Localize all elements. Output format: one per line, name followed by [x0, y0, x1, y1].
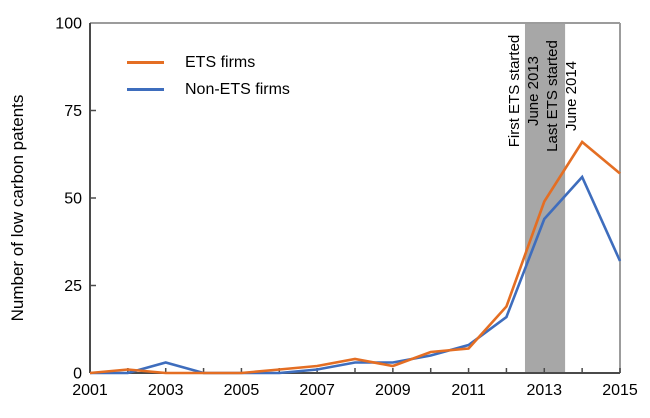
legend: ETS firms Non-ETS firms: [127, 49, 290, 103]
legend-item-ets-firms: ETS firms: [127, 49, 290, 76]
legend-label-ets-firms: ETS firms: [185, 53, 256, 71]
x-tick-label: 2011: [451, 382, 486, 399]
y-tick-label: 0: [73, 366, 82, 383]
x-tick-label: 2007: [299, 382, 335, 399]
band-annotation-last-ets: Last ETS started June 2014: [543, 40, 581, 152]
y-tick-label: 50: [64, 191, 82, 208]
band-annotation-line: First ETS started: [506, 34, 523, 148]
band-annotation-line: Last ETS started: [544, 40, 561, 152]
band-annotation-line: June 2013: [525, 55, 542, 127]
series-line-ets-firms: [89, 140, 621, 375]
x-tick-label: 2015: [602, 382, 638, 399]
x-tick-label: 2005: [224, 382, 260, 399]
non-ets-firms-line-swatch: [127, 87, 164, 92]
y-tick-label: 100: [55, 16, 82, 33]
y-tick-label: 75: [64, 103, 82, 120]
ets-firms-line-swatch: [127, 60, 164, 65]
y-tick-label: 25: [64, 278, 82, 295]
legend-label-non-ets-firms: Non-ETS firms: [185, 80, 290, 98]
series-line-non-ets-firms: [90, 174, 622, 375]
x-tick-label: 2009: [375, 382, 411, 399]
band-annotation-first-ets: First ETS started June 2013: [505, 35, 543, 148]
x-tick-label: 2003: [148, 382, 184, 399]
legend-item-non-ets-firms: Non-ETS firms: [127, 76, 290, 103]
y-axis-title: Number of low carbon patents: [8, 94, 27, 322]
x-tick-label: 2001: [72, 382, 108, 399]
band-annotation-line: June 2014: [563, 60, 580, 132]
x-tick-label: 2013: [526, 382, 562, 399]
